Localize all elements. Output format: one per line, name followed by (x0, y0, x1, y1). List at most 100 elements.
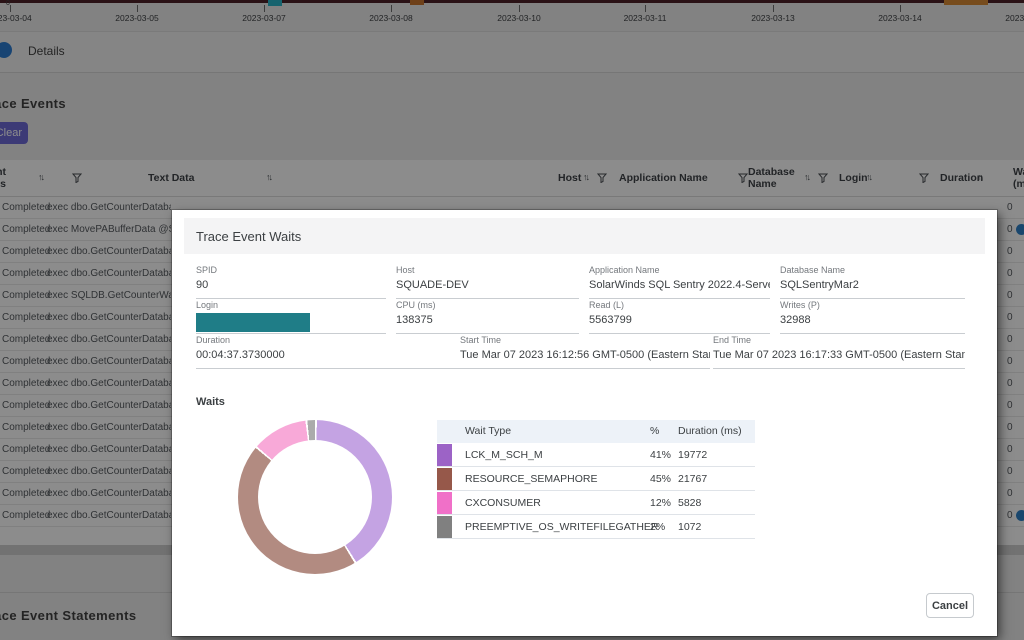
cancel-button[interactable]: Cancel (926, 593, 974, 618)
column-header-application-name[interactable]: Application Name (619, 172, 708, 184)
text-data-cell: exec dbo.GetCounterDatabaseLate (47, 510, 171, 521)
wait-type-color-swatch (437, 444, 452, 466)
field-application-name: Application Name SolarWinds SQL Sentry 2… (589, 265, 770, 299)
waits-table-row: RESOURCE_SEMAPHORE 45% 21767 (437, 467, 755, 491)
clear-button[interactable]: Clear (0, 122, 28, 144)
sort-icon[interactable]: ↑↓ (266, 172, 273, 182)
details-bar[interactable]: Details (0, 32, 1024, 72)
wait-type-color-swatch (437, 492, 452, 514)
wait-pct-cell: 41% (650, 449, 672, 461)
timeline-strip[interactable]: 0 2023-03-04 2023-03-05 2023-03-07 2023-… (0, 0, 1024, 31)
text-data-cell: exec MovePABufferData @StaleDa (47, 224, 171, 235)
text-data-cell: exec dbo.GetCounterDatabaseLate (47, 422, 171, 433)
sort-icon[interactable]: ↑↓ (695, 172, 702, 182)
text-data-cell: exec dbo.GetCounterDatabaseLate (47, 400, 171, 411)
column-header-login[interactable]: Login (839, 172, 868, 184)
field-duration: Duration 00:04:37.3730000 (196, 335, 510, 369)
event-status-cell: Completed (2, 444, 51, 455)
filter-icon[interactable] (738, 173, 748, 183)
timeline-segment (944, 0, 988, 5)
text-data-cell: exec dbo.GetCounterDatabaseLate (47, 444, 171, 455)
waits-ms-cell: 0 (1007, 202, 1013, 213)
waits-table: Wait Type % Duration (ms) LCK_M_SCH_M 41… (437, 420, 755, 539)
event-status-cell: Completed (2, 510, 51, 521)
grid-header: Event Status ↑↓ Text Data ↑↓ Host ↑↓ App… (0, 160, 1024, 197)
divider (0, 31, 1024, 32)
wait-pct-cell: 12% (650, 497, 672, 509)
column-header-event-status[interactable]: Event Status (0, 166, 6, 190)
wait-pct-cell: 45% (650, 473, 672, 485)
waits-ms-cell: 0 (1007, 312, 1013, 323)
filter-icon[interactable] (72, 173, 82, 183)
timeline-tick (645, 5, 646, 12)
text-data-cell: exec dbo.GetCounterDatabaseLate (47, 378, 171, 389)
event-status-cell: Completed (2, 246, 51, 257)
waits-ms-cell: 0 (1007, 224, 1013, 235)
timeline-selection-segment (268, 0, 282, 6)
donut-hole (258, 440, 372, 554)
event-status-cell: Completed (2, 378, 51, 389)
field-start-time: Start Time Tue Mar 07 2023 16:12:56 GMT-… (460, 335, 710, 369)
field-login: Login (196, 300, 386, 334)
text-data-cell: exec dbo.GetCounterDatabaseLate (47, 466, 171, 477)
sort-icon[interactable]: ↑↓ (977, 172, 984, 182)
timeline-zero-label: 0 (6, 0, 10, 7)
column-header-waits-ms[interactable]: Waits (ms) (1013, 166, 1024, 190)
text-data-cell: exec dbo.GetCounterDatabaseLate (47, 312, 171, 323)
text-data-cell: exec dbo.GetCounterDatabaseLate (47, 268, 171, 279)
timeline-date-label: 2023-03-04 (0, 13, 32, 23)
trace-event-statements-title: Trace Event Statements (0, 608, 137, 623)
event-status-cell: Completed (2, 422, 51, 433)
waits-ms-cell: 0 (1007, 268, 1013, 279)
timeline-date-label: 2023-03-13 (751, 13, 795, 23)
waits-table-header: Wait Type % Duration (ms) (437, 420, 755, 443)
text-data-cell: exec dbo.GetCounterDatabaseLate (47, 334, 171, 345)
wait-duration-cell: 21767 (678, 473, 708, 485)
timeline-tick (264, 5, 265, 12)
sort-icon[interactable]: ↑↓ (38, 172, 45, 182)
waits-ms-cell: 0 (1007, 422, 1013, 433)
waits-ms-cell: 0 (1007, 510, 1013, 521)
event-status-cell: Completed (2, 356, 51, 367)
field-host: Host SQUADE-DEV (396, 265, 579, 299)
waits-table-body: LCK_M_SCH_M 41% 19772 RESOURCE_SEMAPHORE… (437, 443, 755, 539)
event-status-cell: Completed (2, 488, 51, 499)
timeline-segment (410, 0, 424, 5)
timeline-date-label: 2023-03-08 (369, 13, 413, 23)
field-read-l: Read (L) 5563799 (589, 300, 770, 334)
waits-section-label: Waits (196, 396, 225, 408)
modal-title: Trace Event Waits (196, 229, 302, 244)
timeline-date-label: 2023-03-11 (623, 13, 667, 23)
timeline-tick (137, 5, 138, 12)
wait-type-color-swatch (437, 468, 452, 490)
sort-icon[interactable]: ↑↓ (866, 172, 873, 182)
event-status-cell: Completed (2, 202, 51, 213)
waits-ms-cell: 0 (1007, 378, 1013, 389)
sort-icon[interactable]: ↑↓ (583, 172, 590, 182)
event-status-cell: Completed (2, 224, 51, 235)
trace-events-title: Trace Events (0, 96, 67, 111)
text-data-cell: exec dbo.GetCounterDatabaseLate (47, 202, 171, 213)
text-data-cell: exec dbo.GetCounterDatabaseLate (47, 356, 171, 367)
timeline-tick (773, 5, 774, 12)
field-database-name: Database Name SQLSentryMar2 (780, 265, 965, 299)
waits-ms-cell: 0 (1007, 290, 1013, 301)
filter-icon[interactable] (818, 173, 828, 183)
column-header-host[interactable]: Host (558, 172, 582, 184)
column-header-duration[interactable]: Duration (940, 172, 984, 184)
details-status-icon (0, 42, 12, 58)
sort-icon[interactable]: ↑↓ (804, 172, 811, 182)
wait-type-cell: RESOURCE_SEMAPHORE (465, 473, 598, 485)
timeline-date-label: 2023-03-05 (115, 13, 159, 23)
modal-header: Trace Event Waits (184, 218, 985, 254)
filter-icon[interactable] (919, 173, 929, 183)
column-header-text-data[interactable]: Text Data (148, 172, 195, 184)
wait-type-color-swatch (437, 516, 452, 538)
column-header-database-name[interactable]: Database Name (748, 166, 795, 190)
details-label: Details (28, 44, 65, 58)
wait-type-cell: LCK_M_SCH_M (465, 449, 543, 461)
divider (0, 72, 1024, 73)
waits-table-row: PREEMPTIVE_OS_WRITEFILEGATHER 2% 1072 (437, 515, 755, 539)
text-data-cell: exec dbo.GetCounterDatabaseLate (47, 488, 171, 499)
filter-icon[interactable] (597, 173, 607, 183)
